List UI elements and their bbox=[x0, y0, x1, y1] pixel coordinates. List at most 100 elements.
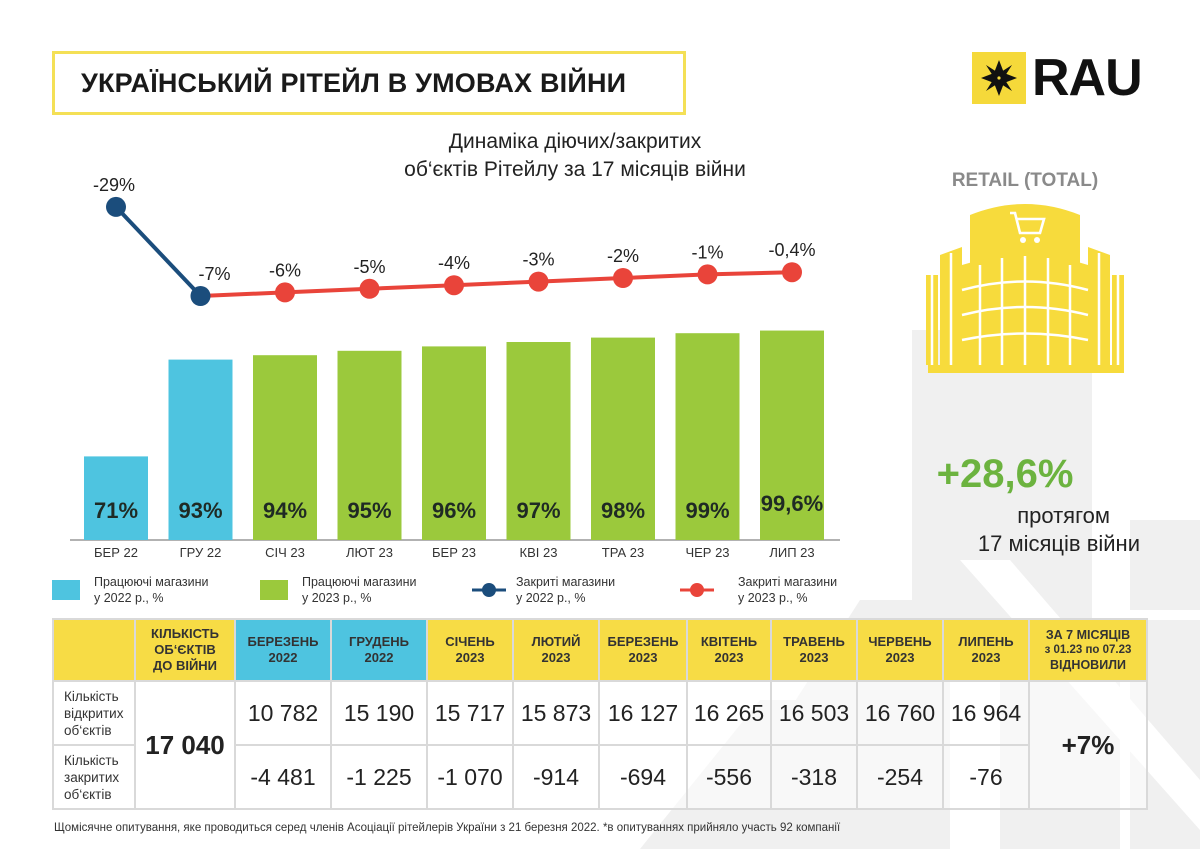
header-month: КВІТЕНЬ 2023 bbox=[686, 618, 772, 682]
line-value-label: -1% bbox=[691, 242, 723, 262]
footnote: Щомісячне опитування, яке проводиться се… bbox=[54, 822, 841, 834]
growth-caption-line-2: 17 місяців війни bbox=[977, 531, 1140, 556]
open-count: 16 265 bbox=[686, 680, 772, 746]
header-month: ЛИПЕНЬ 2023 bbox=[942, 618, 1030, 682]
bar-ТРА 23 bbox=[591, 337, 655, 540]
line-point bbox=[444, 275, 464, 296]
header-empty bbox=[52, 618, 136, 682]
bar-value-label: 95% bbox=[347, 498, 391, 523]
x-tick-label: ЛЮТ 23 bbox=[346, 545, 393, 560]
line-point bbox=[106, 196, 126, 217]
legend-line-red-icon bbox=[680, 583, 714, 597]
ornament-star-icon bbox=[972, 52, 1026, 104]
legend-swatch-blue-icon bbox=[52, 580, 80, 600]
bar-ГРУ 22 bbox=[168, 359, 233, 540]
closed-count: -1 225 bbox=[330, 744, 428, 810]
line-point bbox=[528, 271, 549, 292]
bar-КВІ 23 bbox=[506, 342, 571, 540]
legend-label: Працюючі магазини bbox=[302, 575, 417, 589]
x-tick-label: ТРА 23 bbox=[602, 545, 645, 560]
chart-title-line-1: Динаміка діючих/закритих bbox=[448, 130, 702, 153]
table-header-row: КІЛЬКІСТЬ ОБ‘ЄКТІВ ДО ВІЙНИ БЕРЕЗЕНЬ 2022 Г… bbox=[52, 618, 1148, 682]
retail-category-label: RETAIL (TOTAL) bbox=[951, 170, 1099, 191]
header-month: ГРУДЕНЬ 2022 bbox=[330, 618, 428, 682]
x-tick-label: БЕР 23 bbox=[432, 545, 476, 560]
table-row-open: Кількість відкритих об‘єктів 17 040 10 782… bbox=[52, 680, 1148, 810]
header-month: ЧЕРВЕНЬ 2023 bbox=[856, 618, 944, 682]
bar-СІЧ 23 bbox=[253, 355, 317, 540]
bar-value-label: 98% bbox=[601, 498, 645, 523]
line-value-label: -6% bbox=[269, 260, 301, 280]
bar-value-label: 97% bbox=[516, 498, 560, 523]
closed-count: -1 070 bbox=[426, 744, 514, 810]
open-count: 16 964 bbox=[942, 680, 1030, 746]
shopping-mall-icon bbox=[920, 195, 1130, 380]
open-count: 15 873 bbox=[512, 680, 600, 746]
legend-label: у 2023 р., % bbox=[302, 591, 372, 605]
bar-БЕР 22 bbox=[84, 456, 148, 540]
line-series-2022 bbox=[114, 205, 202, 298]
bar-ЛЮТ 23 bbox=[337, 350, 402, 540]
header-recovered: ЗА 7 МІСЯЦІВ з 01.23 по 07.23 ВІДНОВИЛИ bbox=[1028, 618, 1148, 682]
bar-value-label: 93% bbox=[178, 498, 222, 523]
legend-swatch-green-icon bbox=[260, 580, 288, 600]
x-tick-label: КВІ 23 bbox=[520, 545, 558, 560]
title-box: УКРАЇНСЬКИЙ РІТЕЙЛ В УМОВАХ ВІЙНИ bbox=[52, 51, 686, 115]
legend-line-navy-icon bbox=[472, 583, 506, 597]
bar-value-label: 99% bbox=[685, 498, 729, 523]
stores-table: КІЛЬКІСТЬ ОБ‘ЄКТІВ ДО ВІЙНИ БЕРЕЗЕНЬ 2022 Г… bbox=[52, 618, 1148, 810]
chart: 71% 93% 94% 95% 96% 97% 98% 99% 99,6% БЕР 22 ГРУ 2… bbox=[70, 175, 840, 560]
open-count: 15 717 bbox=[426, 680, 514, 746]
legend-label: у 2023 р., % bbox=[738, 591, 808, 605]
header-month: СІЧЕНЬ 2023 bbox=[426, 618, 514, 682]
chart-title: Динаміка діючих/закритих об‘єктів Рітейл… bbox=[360, 128, 790, 184]
line-series-2023 bbox=[200, 270, 793, 298]
bar-value-label: 71% bbox=[94, 498, 138, 523]
legend-item-closed-2022: Закриті магазини у 2022 р., % bbox=[472, 574, 615, 606]
line-value-label: -4% bbox=[438, 253, 470, 273]
line-point bbox=[190, 286, 211, 306]
page-title: УКРАЇНСЬКИЙ РІТЕЙЛ В УМОВАХ ВІЙНИ bbox=[81, 67, 627, 98]
header-month: ТРАВЕНЬ 2023 bbox=[770, 618, 858, 682]
x-tick-label: ЧЕР 23 bbox=[685, 545, 729, 560]
line-value-label: -0,4% bbox=[768, 240, 815, 260]
closed-count: -556 bbox=[686, 744, 772, 810]
legend-item-closed-2023: Закриті магазини у 2023 р., % bbox=[680, 574, 837, 606]
bar-ЛИП 23 bbox=[760, 330, 824, 540]
rau-logo: RAU bbox=[972, 49, 1143, 107]
legend-label: Закриті магазини bbox=[516, 575, 616, 589]
bar-value-label: 94% bbox=[263, 498, 307, 523]
total-growth-caption: протягом 17 місяців війни bbox=[910, 502, 1140, 558]
open-count: 16 503 bbox=[770, 680, 858, 746]
row-label-open: Кількість відкритих об‘єктів bbox=[52, 680, 136, 746]
closed-count: -914 bbox=[512, 744, 600, 810]
header-month: ЛЮТИЙ 2023 bbox=[512, 618, 600, 682]
open-count: 16 760 bbox=[856, 680, 944, 746]
header-month: БЕРЕЗЕНЬ 2023 bbox=[598, 618, 688, 682]
x-tick-label: СІЧ 23 bbox=[265, 545, 305, 560]
growth-caption-line-1: протягом bbox=[1017, 503, 1110, 528]
cart-icon bbox=[1010, 211, 1046, 235]
line-value-label: -29% bbox=[93, 175, 135, 195]
total-growth-value: +28,6% bbox=[936, 452, 1074, 496]
legend-label: у 2022 р., % bbox=[94, 591, 164, 605]
table-row-closed: Кількість закритих об‘єктів -4 481 -1 225 … bbox=[52, 744, 1147, 810]
line-point bbox=[359, 278, 380, 299]
bar-value-label: 99,6% bbox=[761, 491, 823, 516]
line-value-label: -5% bbox=[353, 257, 385, 277]
recovered-value: +7% bbox=[1028, 680, 1148, 810]
line-value-label: -7% bbox=[198, 264, 230, 284]
bar-ЧЕР 23 bbox=[675, 333, 740, 540]
closed-count: -318 bbox=[770, 744, 858, 810]
header-month: БЕРЕЗЕНЬ 2022 bbox=[234, 618, 332, 682]
bar-БЕР 23 bbox=[422, 346, 486, 540]
line-point bbox=[782, 262, 802, 283]
header-prewar: КІЛЬКІСТЬ ОБ‘ЄКТІВ ДО ВІЙНИ bbox=[134, 618, 236, 682]
open-count: 10 782 bbox=[234, 680, 332, 746]
legend-item-working-2022: Працюючі магазини у 2022 р., % bbox=[52, 574, 209, 606]
row-label-closed: Кількість закритих об‘єктів bbox=[52, 744, 136, 810]
prewar-total: 17 040 bbox=[134, 680, 236, 810]
open-count: 16 127 bbox=[598, 680, 688, 746]
logo-text: RAU bbox=[1032, 49, 1143, 107]
line-value-label: -2% bbox=[607, 246, 639, 266]
